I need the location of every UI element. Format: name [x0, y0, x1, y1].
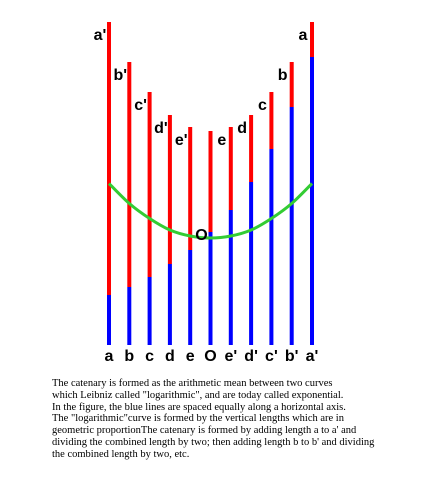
bars-group	[107, 22, 314, 345]
bar-blue-segment	[310, 57, 314, 345]
bar-top-label: c'	[134, 97, 147, 114]
bar-bottom-label: a	[105, 348, 114, 365]
bar-blue-segment	[208, 232, 213, 345]
bar-bottom-label: b	[124, 348, 134, 365]
bar-red-segment	[107, 22, 111, 295]
bar-red-segment	[147, 92, 152, 277]
bar-red-segment	[310, 22, 314, 57]
bar-top-label: a	[299, 27, 308, 44]
bar-red-segment	[167, 115, 172, 264]
bar-top-label: d	[237, 120, 247, 137]
bar-bottom-label: e	[186, 348, 195, 365]
bar-blue-segment	[147, 277, 152, 345]
bar-top-label: a'	[94, 27, 107, 44]
caption-line-5: geometric proportionThe catenary is form…	[52, 425, 357, 437]
bar-blue-segment	[188, 250, 193, 345]
bar-bottom-label: b'	[285, 348, 299, 365]
bar-bottom-label: d	[165, 348, 175, 365]
catenary-curve	[107, 182, 314, 240]
caption-line-2: which Leibniz called "logarithmic", and …	[52, 389, 344, 401]
bar-top-label: d'	[154, 120, 168, 137]
bar-red-segment	[188, 127, 193, 250]
bar-bottom-label: c	[145, 348, 154, 365]
bar-red-segment	[249, 115, 254, 182]
caption-line-1: The catenary is formed as the arithmetic…	[52, 378, 333, 389]
bar-bottom-label: O	[204, 348, 216, 365]
catenary-diagram: a a' b b' c c' d d' e e' O e' e d' d c' c b' b a' a O	[94, 22, 319, 365]
bar-blue-segment	[228, 210, 233, 345]
labels-group: a a' b b' c c' d d' e e' O e' e d' d c' c b' b a' a O	[94, 27, 319, 365]
bar-bottom-label: d'	[244, 348, 258, 365]
bar-blue-segment	[167, 264, 172, 345]
bar-top-label: e	[217, 132, 226, 149]
bar-top-label: e'	[175, 132, 188, 149]
caption-line-6: dividing the combined length by two; the…	[52, 436, 375, 448]
bar-bottom-label: e'	[224, 348, 237, 365]
caption-line-4: The "logarithmic"curve is formed by the …	[52, 413, 344, 425]
caption-line-3: In the figure, the blue lines are spaced…	[52, 401, 346, 413]
center-o-label: O	[195, 227, 207, 244]
caption-line-7: the combined length by two, etc.	[52, 448, 190, 460]
bar-red-segment	[269, 92, 274, 149]
bar-blue-segment	[107, 295, 111, 345]
caption: The catenary is formed as the arithmetic…	[52, 378, 437, 461]
bar-bottom-label: a'	[306, 348, 319, 365]
bar-blue-segment	[269, 149, 274, 345]
bar-top-label: c	[258, 97, 267, 114]
bar-red-segment	[228, 127, 233, 210]
bar-top-label: b	[278, 67, 288, 84]
bar-red-segment	[127, 62, 132, 287]
bar-top-label: b'	[114, 67, 128, 84]
bar-blue-segment	[289, 107, 294, 345]
bar-red-segment	[289, 62, 294, 107]
bar-red-segment	[208, 131, 213, 232]
bar-blue-segment	[249, 182, 254, 345]
bar-blue-segment	[127, 287, 132, 345]
bar-bottom-label: c'	[265, 348, 278, 365]
